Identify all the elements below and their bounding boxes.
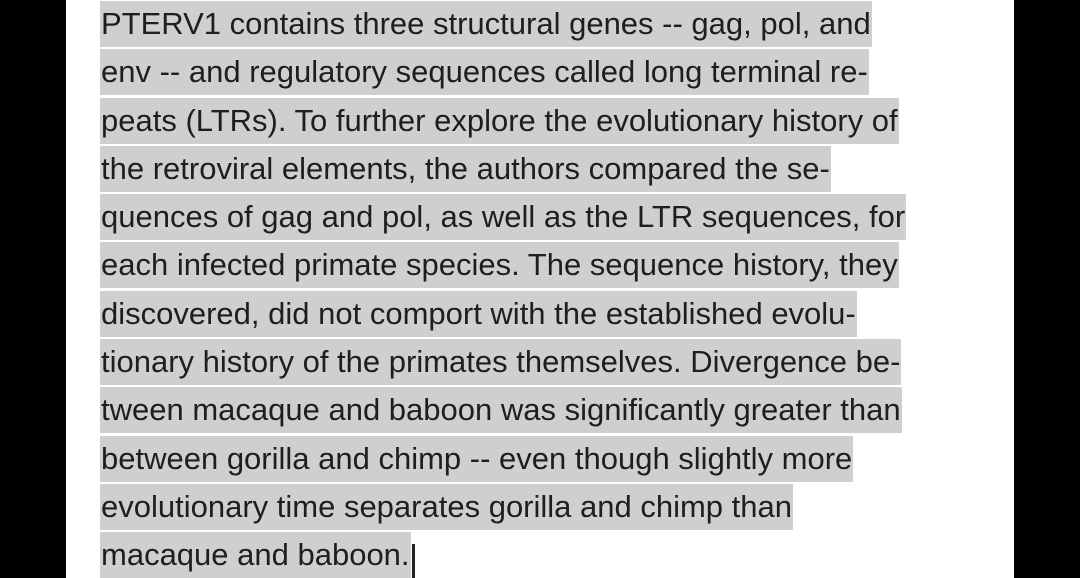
text-line: macaque and baboon. bbox=[100, 531, 1010, 578]
text-line: quences of gag and pol, as well as the L… bbox=[100, 193, 1010, 241]
text-line: the retroviral elements, the authors com… bbox=[100, 145, 1010, 193]
highlighted-text[interactable]: discovered, did not comport with the est… bbox=[100, 290, 857, 337]
text-line: env -- and regulatory sequences called l… bbox=[100, 48, 1010, 96]
highlighted-text[interactable]: tween macaque and baboon was significant… bbox=[100, 387, 902, 434]
highlighted-text[interactable]: macaque and baboon. bbox=[100, 532, 411, 578]
highlighted-text[interactable]: tionary history of the primates themselv… bbox=[100, 339, 902, 386]
highlighted-text[interactable]: peats (LTRs). To further explore the evo… bbox=[100, 97, 899, 144]
highlighted-text[interactable]: PTERV1 contains three structural genes -… bbox=[100, 1, 872, 47]
text-line: evolutionary time separates gorilla and … bbox=[100, 483, 1010, 531]
highlighted-text[interactable]: quences of gag and pol, as well as the L… bbox=[100, 194, 907, 241]
text-line: peats (LTRs). To further explore the evo… bbox=[100, 97, 1010, 145]
text-line: PTERV1 contains three structural genes -… bbox=[100, 0, 1010, 48]
document-page: PTERV1 contains three structural genes -… bbox=[66, 0, 1014, 578]
highlighted-text[interactable]: the retroviral elements, the authors com… bbox=[100, 145, 831, 192]
highlighted-text[interactable]: env -- and regulatory sequences called l… bbox=[100, 49, 869, 96]
highlighted-text[interactable]: each infected primate species. The seque… bbox=[100, 242, 899, 289]
highlighted-text[interactable]: between gorilla and chimp -- even though… bbox=[100, 435, 854, 482]
text-line: discovered, did not comport with the est… bbox=[100, 290, 1010, 338]
text-line: tionary history of the primates themselv… bbox=[100, 338, 1010, 386]
highlighted-text[interactable]: evolutionary time separates gorilla and … bbox=[100, 483, 793, 530]
text-cursor bbox=[411, 543, 415, 578]
text-line: between gorilla and chimp -- even though… bbox=[100, 435, 1010, 483]
text-line: each infected primate species. The seque… bbox=[100, 241, 1010, 289]
selected-text-paragraph[interactable]: PTERV1 contains three structural genes -… bbox=[100, 0, 1010, 578]
text-line: tween macaque and baboon was significant… bbox=[100, 386, 1010, 434]
